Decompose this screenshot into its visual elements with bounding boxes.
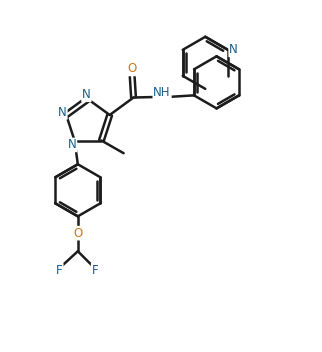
Text: O: O [74,227,83,240]
Text: F: F [56,264,63,277]
Text: NH: NH [153,86,171,99]
Text: O: O [127,62,137,75]
Text: N: N [229,43,238,56]
Text: N: N [58,106,67,119]
Text: N: N [82,88,91,101]
Text: N: N [68,138,76,151]
Text: F: F [92,264,98,277]
